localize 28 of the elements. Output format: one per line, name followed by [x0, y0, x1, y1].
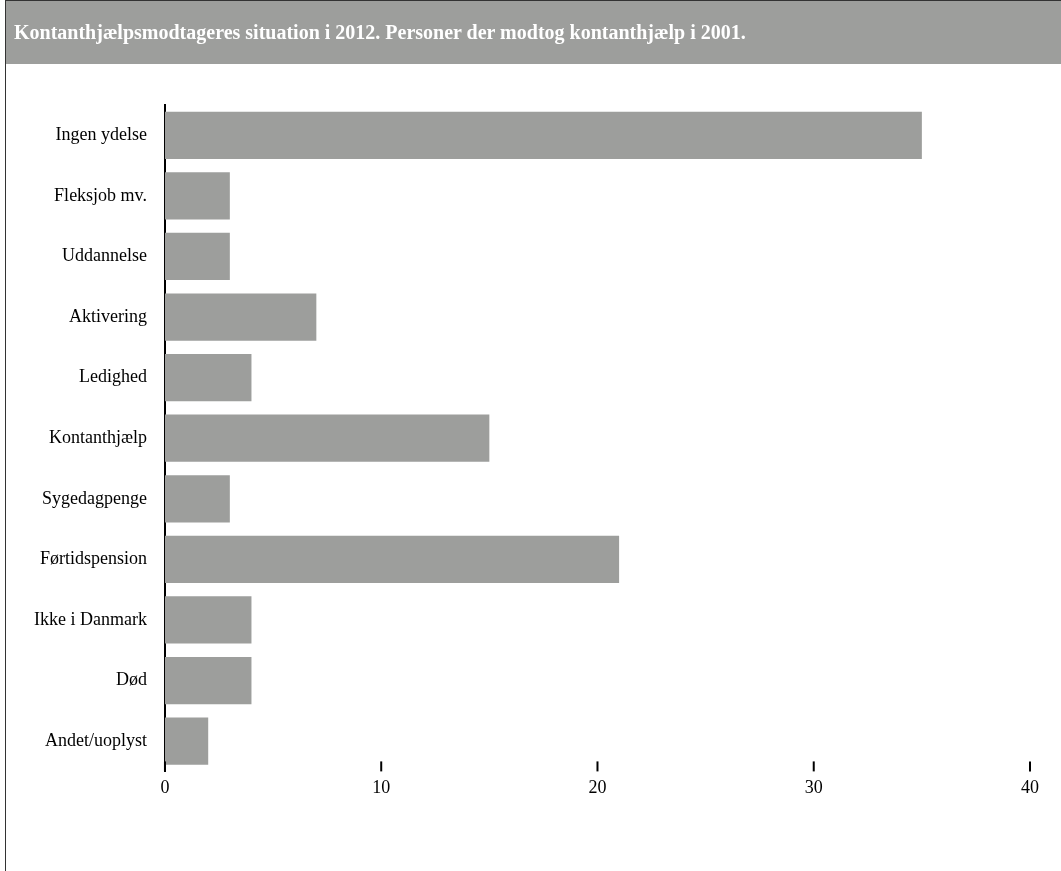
chart-title: Kontanthjælpsmodtageres situation i 2012. Personer der modtog kontanthjælp i 2001.: [6, 1, 1061, 64]
bar: [164, 353, 252, 402]
y-tick-label: Sygedagpenge: [41, 487, 147, 508]
bar: [164, 596, 252, 644]
bar: [164, 232, 230, 281]
x-tick-label: 30: [804, 776, 823, 797]
bar: [164, 656, 252, 705]
y-tick-label: Fleksjob mv.: [54, 184, 147, 205]
y-tick-label: Ledighed: [78, 366, 147, 387]
x-tick-label: 0: [160, 776, 170, 797]
bar: [164, 111, 922, 159]
bar: [164, 293, 317, 341]
y-tick-label: Kontanthjælp: [48, 426, 147, 447]
y-tick-label: Aktivering: [68, 305, 147, 326]
bar: [164, 717, 209, 765]
bar: [164, 172, 230, 220]
x-tick-label: 20: [588, 776, 607, 797]
y-tick-label: Uddannelse: [61, 245, 147, 266]
x-tick-label: 10: [372, 776, 391, 797]
bar: [164, 475, 230, 523]
y-tick-label: Førtidspension: [39, 548, 147, 569]
y-tick-label: Andet/uoplyst: [44, 729, 147, 750]
bar: [164, 535, 620, 583]
x-tick-label: 40: [1021, 776, 1039, 797]
y-tick-label: Død: [115, 669, 147, 690]
y-tick-label: Ingen ydelse: [55, 124, 147, 145]
y-tick-label: Ikke i Danmark: [33, 608, 147, 629]
bar: [164, 414, 490, 462]
